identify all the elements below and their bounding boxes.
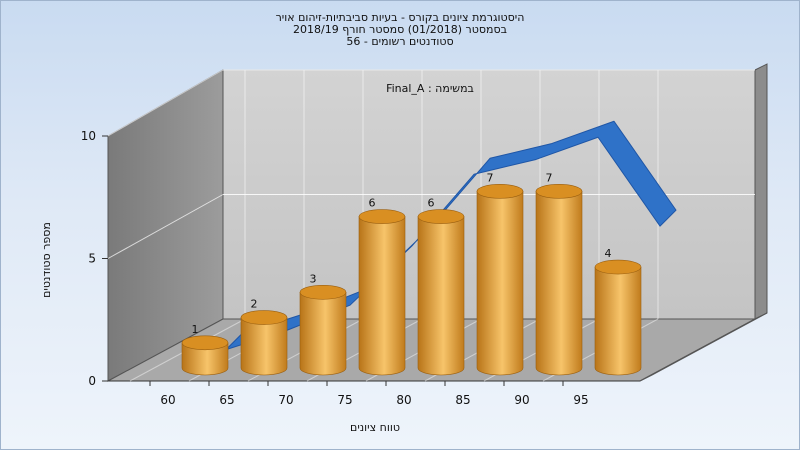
x-tick-label: 65 xyxy=(219,393,234,407)
bar-top xyxy=(594,259,642,275)
bar-top xyxy=(476,184,524,199)
bar-value-label: 7 xyxy=(487,171,494,184)
chart-subtitle-registered: סטודנטים רשומים - 56 xyxy=(346,35,454,48)
bar xyxy=(535,191,583,376)
x-tick-label: 75 xyxy=(337,393,352,407)
bar xyxy=(299,291,347,376)
x-tick-label: 95 xyxy=(573,393,588,407)
x-tick-label: 90 xyxy=(514,393,529,407)
x-tick-label: 70 xyxy=(278,393,293,407)
right-wall-edge xyxy=(754,63,768,320)
bars xyxy=(181,184,642,376)
bar-value-label: 6 xyxy=(428,197,435,210)
x-axis-title: טווח ציונים xyxy=(350,421,400,434)
bar-value-label: 1 xyxy=(192,323,199,336)
bar-value-label: 6 xyxy=(369,197,376,210)
bar-top xyxy=(181,335,229,351)
y-tick-label: 10 xyxy=(81,129,96,143)
bar xyxy=(240,317,288,376)
bar-value-label: 2 xyxy=(251,298,258,311)
x-tick-label: 85 xyxy=(455,393,470,407)
x-tick-label: 80 xyxy=(396,393,411,407)
y-tick-label: 5 xyxy=(88,252,96,266)
y-tick-label: 0 xyxy=(88,374,96,388)
bar-top xyxy=(358,209,406,224)
floor-edge xyxy=(639,312,768,382)
gridline-side xyxy=(107,69,224,137)
chart-subtitle-semester: בסמסטר (01/2018) סמסטר חורף 2018/19 xyxy=(293,23,507,36)
bar xyxy=(417,216,465,376)
x-axis-ticks: 60 65 70 75 80 85 90 95 xyxy=(149,381,589,407)
bar-top xyxy=(417,209,465,224)
bar xyxy=(181,342,229,376)
y-axis-title: מספר סטודנטים xyxy=(40,222,53,298)
gridline-side xyxy=(107,194,224,259)
bar-top xyxy=(299,284,347,300)
bar xyxy=(476,191,524,376)
bar-top xyxy=(240,310,288,325)
chart-title: היסטוגרמת ציונים בקורס - בעיות סביבתיות-… xyxy=(275,11,525,24)
bar-top xyxy=(535,184,583,199)
bar-value-label: 4 xyxy=(605,247,612,260)
annotation-label: במשימה : Final_A xyxy=(386,82,474,95)
data-labels: 1 2 3 6 6 7 7 4 xyxy=(192,171,612,335)
bar xyxy=(358,216,406,376)
bar-value-label: 3 xyxy=(310,272,317,285)
bar-value-label: 7 xyxy=(546,171,553,184)
bar xyxy=(594,266,642,376)
y-axis-ticks: 0 5 10 xyxy=(81,129,108,388)
x-tick-label: 60 xyxy=(160,393,175,407)
